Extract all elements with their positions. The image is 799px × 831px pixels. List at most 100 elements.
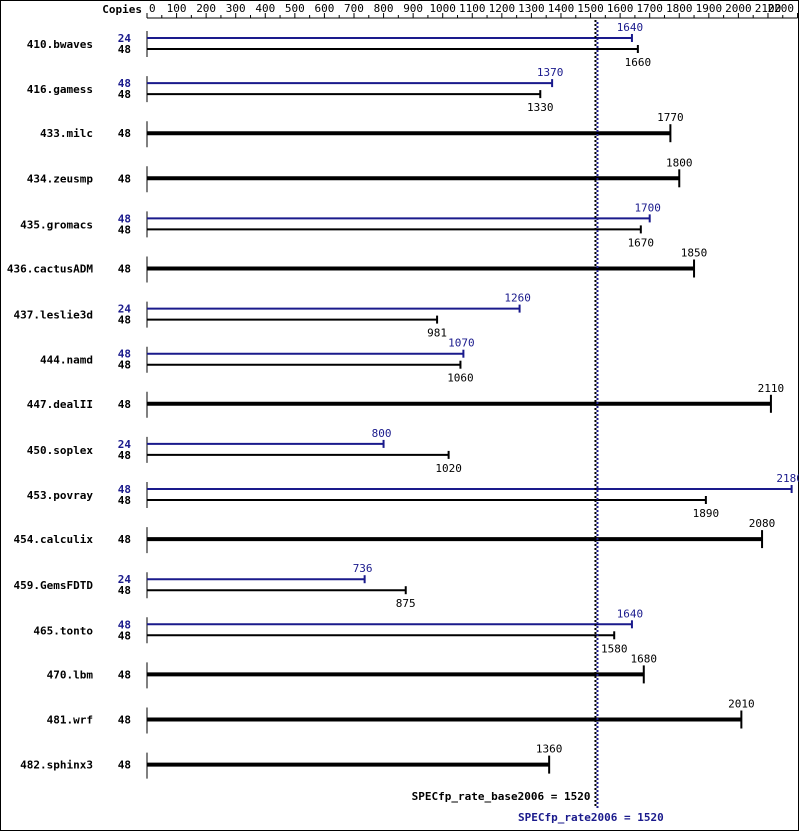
peak-value-label: 1640 xyxy=(617,607,644,620)
base-value-label: 1580 xyxy=(601,642,628,655)
benchmark-name: 465.tonto xyxy=(33,624,93,637)
base-copies: 48 xyxy=(118,629,131,642)
benchmark-name: 453.povray xyxy=(27,489,94,502)
peak-value-label: 1370 xyxy=(537,66,564,79)
peak-copies: 24 xyxy=(118,573,132,586)
benchmark-name: 482.sphinx3 xyxy=(20,759,93,772)
benchmark-name: 447.dealII xyxy=(27,398,93,411)
benchmark-name: 470.lbm xyxy=(47,668,94,681)
base-value-label: 2110 xyxy=(758,382,785,395)
base-copies: 48 xyxy=(118,88,131,101)
peak-value-label: 1700 xyxy=(634,201,661,214)
peak-copies: 48 xyxy=(118,212,131,225)
base-value-label: 1890 xyxy=(693,507,720,520)
benchmark-name: 450.soplex xyxy=(27,444,94,457)
x-tick-label: 300 xyxy=(226,2,246,15)
benchmark-name: 454.calculix xyxy=(14,533,94,546)
benchmark-row: 416.gamess 48 1370 48 1330 xyxy=(27,66,564,114)
base-reference-label: SPECfp_rate_base2006 = 1520 xyxy=(412,790,591,803)
benchmark-row: 435.gromacs 48 1700 48 1670 xyxy=(20,201,661,249)
x-tick-label: 1900 xyxy=(696,2,723,15)
benchmark-name: 434.zeusmp xyxy=(27,172,94,185)
x-tick-label: 700 xyxy=(344,2,364,15)
x-tick-label: 900 xyxy=(403,2,423,15)
benchmark-row: 450.soplex 24 800 48 1020 xyxy=(27,427,462,475)
benchmark-row: 433.milc 48 1770 xyxy=(40,111,684,148)
base-value-label: 1020 xyxy=(435,462,462,475)
base-value-label: 2080 xyxy=(749,517,776,530)
x-tick-label: 1100 xyxy=(459,2,486,15)
x-tick-label: 1300 xyxy=(518,2,545,15)
benchmark-row: 481.wrf 48 2010 xyxy=(47,698,755,734)
benchmark-name: 410.bwaves xyxy=(27,38,93,51)
x-tick-label: 1500 xyxy=(577,2,604,15)
x-tick-label: 2200 xyxy=(768,2,795,15)
benchmark-row: 470.lbm 48 1680 xyxy=(47,652,658,689)
base-value-label: 1770 xyxy=(657,111,684,124)
benchmark-rows: 410.bwaves 24 1640 48 1660 416.gamess 48 1370 48… xyxy=(7,21,799,779)
benchmark-row: 454.calculix 48 2080 xyxy=(14,517,776,554)
peak-value-label: 1070 xyxy=(448,337,475,350)
x-tick-label: 1800 xyxy=(666,2,693,15)
peak-value-label: 800 xyxy=(372,427,392,440)
peak-value-label: 2180 xyxy=(776,472,799,485)
benchmark-row: 482.sphinx3 48 1360 xyxy=(20,743,562,779)
peak-copies: 48 xyxy=(118,618,131,631)
copies-header: Copies xyxy=(102,3,142,16)
base-value-label: 981 xyxy=(427,327,447,340)
x-tick-label: 400 xyxy=(255,2,275,15)
base-value-label: 1330 xyxy=(527,101,554,114)
x-tick-label: 1600 xyxy=(607,2,634,15)
base-copies: 48 xyxy=(118,759,131,772)
benchmark-name: 435.gromacs xyxy=(20,218,93,231)
base-copies: 48 xyxy=(118,398,131,411)
benchmark-name: 433.milc xyxy=(40,127,93,140)
peak-copies: 24 xyxy=(118,32,132,45)
base-copies: 48 xyxy=(118,43,131,56)
reference-lines: SPECfp_rate_base2006 = 1520 SPECfp_rate20… xyxy=(412,20,664,824)
base-value-label: 2010 xyxy=(728,698,755,711)
peak-copies: 24 xyxy=(118,303,132,316)
benchmark-name: 437.leslie3d xyxy=(14,309,93,322)
base-value-label: 1360 xyxy=(536,743,563,756)
x-tick-label: 0 xyxy=(149,2,156,15)
x-tick-label: 2000 xyxy=(725,2,752,15)
base-value-label: 1670 xyxy=(628,236,655,249)
base-value-label: 1060 xyxy=(447,372,474,385)
base-copies: 48 xyxy=(118,584,131,597)
base-copies: 48 xyxy=(118,263,131,276)
x-tick-label: 1200 xyxy=(489,2,516,15)
base-value-label: 1660 xyxy=(625,56,652,69)
base-copies: 48 xyxy=(118,714,131,727)
base-copies: 48 xyxy=(118,494,131,507)
benchmark-name: 436.cactusADM xyxy=(7,263,93,276)
peak-reference-label: SPECfp_rate2006 = 1520 xyxy=(518,811,664,824)
x-tick-label: 600 xyxy=(314,2,334,15)
benchmark-row: 437.leslie3d 24 1260 48 981 xyxy=(14,292,531,340)
base-copies: 48 xyxy=(118,533,131,546)
benchmark-row: 444.namd 48 1070 48 1060 xyxy=(40,337,475,385)
peak-value-label: 736 xyxy=(353,562,373,575)
benchmark-name: 416.gamess xyxy=(27,83,93,96)
peak-copies: 48 xyxy=(118,77,131,90)
peak-copies: 48 xyxy=(118,483,131,496)
base-copies: 48 xyxy=(118,668,131,681)
x-tick-label: 1400 xyxy=(548,2,575,15)
benchmark-row: 436.cactusADM 48 1850 xyxy=(7,247,707,283)
benchmark-row: 434.zeusmp 48 1800 xyxy=(27,156,693,193)
base-value-label: 1800 xyxy=(666,156,693,169)
x-tick-label: 2100 xyxy=(755,2,782,15)
benchmark-name: 459.GemsFDTD xyxy=(14,579,94,592)
x-tick-label: 500 xyxy=(285,2,305,15)
benchmark-row: 459.GemsFDTD 24 736 48 875 xyxy=(14,562,416,610)
peak-copies: 48 xyxy=(118,348,131,361)
x-tick-label: 200 xyxy=(196,2,216,15)
base-copies: 48 xyxy=(118,172,131,185)
base-copies: 48 xyxy=(118,359,131,372)
benchmark-row: 410.bwaves 24 1640 48 1660 xyxy=(27,21,651,69)
base-value-label: 1680 xyxy=(631,652,658,665)
benchmark-name: 444.namd xyxy=(40,354,93,367)
base-copies: 48 xyxy=(118,223,131,236)
